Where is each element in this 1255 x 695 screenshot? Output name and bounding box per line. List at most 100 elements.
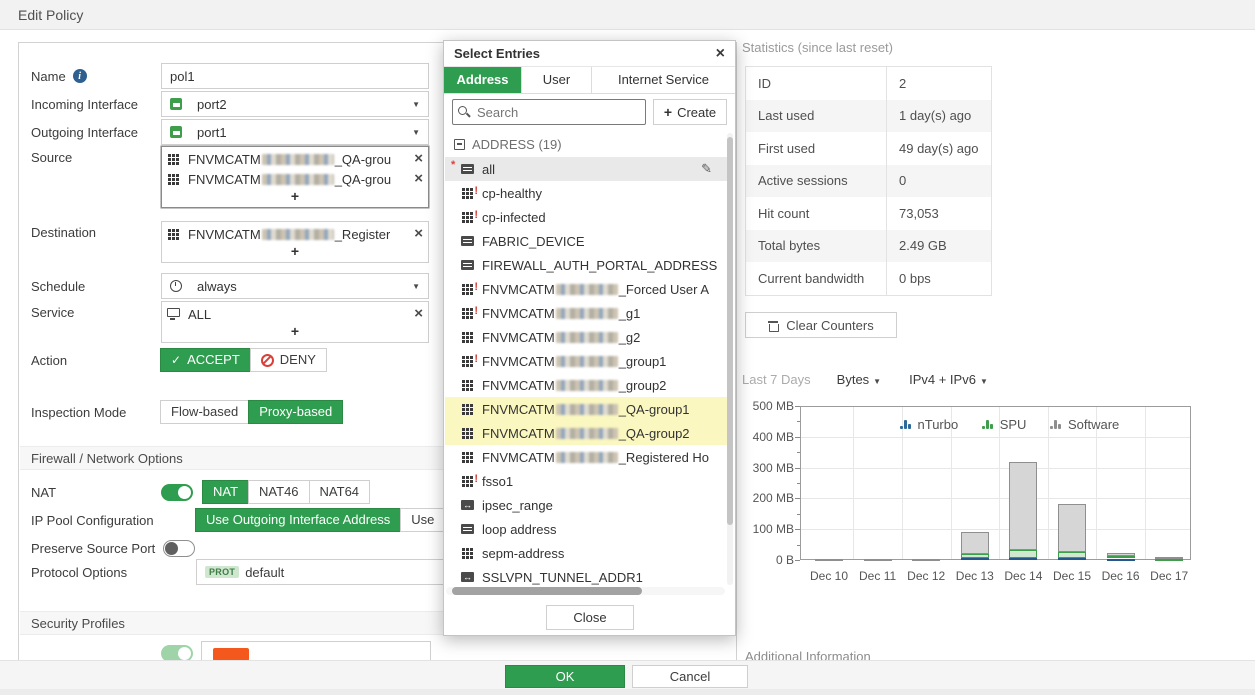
page-icon [461, 163, 476, 176]
list-item[interactable]: loop address [445, 517, 728, 541]
info-icon[interactable]: i [72, 69, 87, 83]
list-item[interactable]: ! fsso1 [445, 469, 728, 493]
chart-ip-family-label: IPv4 + IPv6 [909, 372, 976, 387]
option-label: NAT64 [319, 484, 360, 499]
entry-label: FNVMCATM _g1 [482, 305, 641, 321]
option-accept[interactable]: ✓ ACCEPT [160, 348, 251, 372]
chart-period-label: Last 7 Days [742, 372, 811, 387]
address-group-icon [167, 173, 182, 186]
destination-box[interactable]: FNVMCATM _Register × + [161, 221, 429, 263]
redacted-text [261, 228, 334, 240]
bar-segment-software [815, 558, 843, 561]
add-entry-button[interactable]: + [290, 323, 300, 339]
stats-row: Hit count 73,053 [746, 197, 991, 230]
address-group-icon [461, 427, 476, 440]
name-input[interactable] [161, 63, 429, 89]
inspection-mode-label: Inspection Mode [31, 404, 127, 420]
deny-icon [260, 353, 274, 367]
cancel-button[interactable]: Cancel [632, 665, 748, 688]
chart-ip-family-dropdown[interactable]: IPv4 + IPv6 ▼ [909, 372, 988, 387]
list-item[interactable]: ↔ SSLVPN_TUNNEL_ADDR1 [445, 565, 728, 585]
close-icon[interactable]: × [715, 44, 725, 62]
option-use-outgoing-interface-address[interactable]: Use Outgoing Interface Address [195, 508, 402, 532]
preserve-source-port-toggle[interactable] [163, 539, 196, 557]
ok-button[interactable]: OK [505, 665, 625, 688]
address-list: * all ✎! cp-healthy! cp-infected FABRIC_DEVIC… [445, 157, 728, 585]
close-button[interactable]: Close [546, 605, 634, 630]
schedule-select[interactable]: always ▼ [161, 273, 429, 299]
list-item[interactable]: FNVMCATM _Registered Ho [445, 445, 728, 469]
list-item[interactable]: FNVMCATM _QA-group2 [445, 421, 728, 445]
redacted-text [555, 451, 618, 463]
option-proxy-based[interactable]: Proxy-based [248, 400, 344, 424]
list-item[interactable]: ! FNVMCATM _Forced User A [445, 277, 728, 301]
legend-software[interactable]: Software [1050, 417, 1119, 432]
horizontal-scrollbar[interactable] [452, 587, 642, 595]
legend-icon [982, 420, 993, 429]
option-use[interactable]: Use [400, 508, 446, 532]
protocol-options-select[interactable]: PROT default ▼ [196, 559, 460, 585]
clear-counters-button[interactable]: Clear Counters [745, 312, 897, 338]
profile-toggle[interactable] [161, 645, 193, 662]
redacted-text [555, 331, 618, 343]
tab-user[interactable]: User [522, 67, 592, 93]
incoming-interface-select[interactable]: port2 ▼ [161, 91, 429, 117]
outgoing-interface-select[interactable]: port1 ▼ [161, 119, 429, 145]
service-box[interactable]: ALL × + [161, 301, 429, 343]
axis-minor-tick [797, 421, 800, 423]
list-item[interactable]: FNVMCATM _group2 [445, 373, 728, 397]
list-item[interactable]: ! cp-infected [445, 205, 728, 229]
add-entry-button[interactable]: + [290, 243, 300, 259]
edit-icon[interactable]: ✎ [701, 161, 712, 176]
remove-entry-icon[interactable]: × [414, 305, 423, 322]
source-box[interactable]: FNVMCATM _QA-grou × FNVMCATM _QA-grou × + [161, 146, 429, 208]
address-group-icon: ! [461, 472, 478, 488]
entry-label: FNVMCATM _Registered Ho [482, 449, 710, 465]
stats-row: Last used 1 day(s) ago [746, 99, 991, 132]
bar-segment-software [1009, 462, 1038, 551]
remove-entry-icon[interactable]: × [414, 225, 423, 242]
list-item[interactable]: FABRIC_DEVICE [445, 229, 728, 253]
legend-nturbo[interactable]: nTurbo [900, 417, 958, 432]
y-axis-label: 200 MB [752, 491, 794, 506]
entry-label: fsso1 [482, 473, 514, 489]
alert-icon: ! [474, 472, 478, 485]
x-axis-label: Dec 15 [1052, 569, 1092, 583]
source-label: Source [31, 150, 73, 165]
option-nat[interactable]: NAT [202, 480, 250, 504]
bar-segment-nturbo [960, 558, 989, 561]
option-nat64[interactable]: NAT64 [308, 480, 371, 504]
bar-segment-nturbo [1106, 558, 1135, 561]
address-group-header[interactable]: ADDRESS (19) [454, 133, 562, 155]
remove-entry-icon[interactable]: × [414, 150, 423, 167]
search-input[interactable] [452, 99, 646, 125]
list-item[interactable]: ↔ ipsec_range [445, 493, 728, 517]
list-item[interactable]: sepm-address [445, 541, 728, 565]
tab-internet-service[interactable]: Internet Service [592, 67, 735, 93]
list-item[interactable]: FIREWALL_AUTH_PORTAL_ADDRESS [445, 253, 728, 277]
option-deny[interactable]: DENY [249, 348, 327, 372]
entry-label: FNVMCATM _group1 [482, 353, 667, 369]
chart-unit-dropdown[interactable]: Bytes ▼ [837, 372, 881, 387]
nat-toggle[interactable] [161, 483, 193, 501]
add-entry-button[interactable]: + [290, 188, 300, 204]
tab-address[interactable]: Address [444, 67, 522, 93]
list-item[interactable]: FNVMCATM _QA-group1 [445, 397, 728, 421]
vertical-scrollbar[interactable] [727, 137, 733, 525]
stats-row: First used 49 day(s) ago [746, 132, 991, 165]
option-flow-based[interactable]: Flow-based [160, 400, 250, 424]
stat-label: ID [758, 75, 771, 91]
list-item[interactable]: * all ✎ [445, 157, 728, 181]
create-button[interactable]: + Create [653, 99, 727, 125]
list-item[interactable]: ! cp-healthy [445, 181, 728, 205]
option-nat46[interactable]: NAT46 [248, 480, 310, 504]
legend-spu[interactable]: SPU [982, 417, 1026, 432]
stat-value: 49 day(s) ago [886, 132, 991, 165]
list-item[interactable]: ! FNVMCATM _g1 [445, 301, 728, 325]
selected-entry: FNVMCATM _QA-grou × [167, 169, 423, 189]
stat-value: 2.49 GB [886, 229, 991, 262]
list-item[interactable]: FNVMCATM _g2 [445, 325, 728, 349]
remove-entry-icon[interactable]: × [414, 170, 423, 187]
redacted-text [555, 427, 618, 439]
list-item[interactable]: ! FNVMCATM _group1 [445, 349, 728, 373]
